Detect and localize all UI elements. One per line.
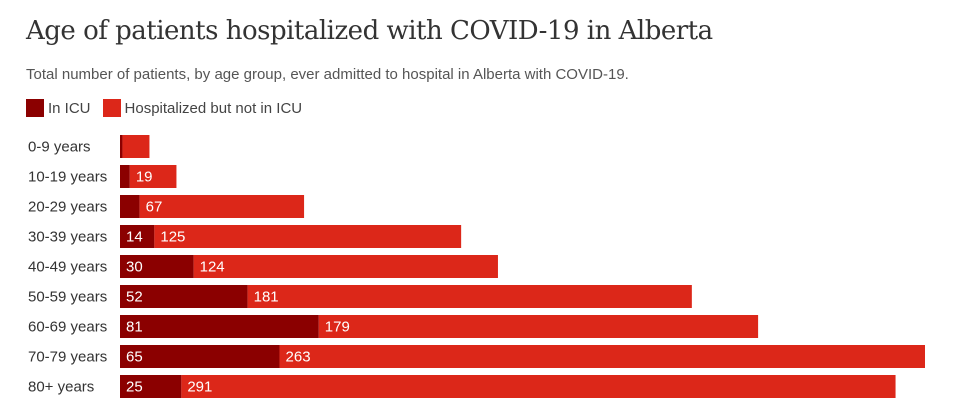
data-label-non-icu-80plus-years: 291	[187, 379, 212, 396]
bar-icu-0-9-years	[120, 135, 123, 158]
bar-icu-40-49-years	[120, 255, 194, 278]
bar-icu-60-69-years	[120, 315, 319, 338]
bar-icu-50-59-years	[120, 285, 248, 308]
data-label-icu-50-59-years: 52	[126, 289, 143, 306]
data-label-non-icu-30-39-years: 125	[160, 229, 185, 246]
category-label-0-9-years: 0-9 years	[28, 139, 91, 156]
data-label-icu-80plus-years: 25	[126, 379, 143, 396]
bar-non-icu-0-9-years	[122, 135, 150, 158]
category-label-30-39-years: 30-39 years	[28, 229, 107, 246]
data-label-non-icu-10-19-years: 19	[136, 169, 153, 186]
data-label-non-icu-50-59-years: 181	[254, 289, 279, 306]
data-label-icu-60-69-years: 81	[126, 319, 143, 336]
bar-non-icu-60-69-years	[318, 315, 759, 338]
legend-item-icu: In ICU	[26, 99, 91, 117]
bar-non-icu-80plus-years	[181, 375, 896, 398]
category-label-50-59-years: 50-59 years	[28, 289, 107, 306]
chart-subtitle: Total number of patients, by age group, …	[26, 66, 629, 83]
category-label-40-49-years: 40-49 years	[28, 259, 107, 276]
chart-title: Age of patients hospitalized with COVID-…	[26, 16, 713, 46]
bar-non-icu-70-79-years	[279, 345, 925, 368]
data-label-icu-30-39-years: 14	[126, 229, 143, 246]
bar-non-icu-30-39-years	[154, 225, 462, 248]
category-label-20-29-years: 20-29 years	[28, 199, 107, 216]
legend-label-icu: In ICU	[48, 99, 91, 117]
bar-non-icu-10-19-years	[129, 165, 177, 188]
bar-non-icu-50-59-years	[247, 285, 692, 308]
bar-icu-10-19-years	[120, 165, 130, 188]
category-label-70-79-years: 70-79 years	[28, 349, 107, 366]
category-label-60-69-years: 60-69 years	[28, 319, 107, 336]
legend: In ICU Hospitalized but not in ICU	[26, 99, 314, 117]
legend-label-non-icu: Hospitalized but not in ICU	[124, 99, 303, 117]
category-label-10-19-years: 10-19 years	[28, 169, 107, 186]
bar-icu-30-39-years	[120, 225, 155, 248]
bar-non-icu-20-29-years	[139, 195, 305, 218]
data-label-non-icu-20-29-years: 67	[146, 199, 163, 216]
legend-item-non-icu: Hospitalized but not in ICU	[102, 99, 303, 117]
data-label-non-icu-70-79-years: 263	[286, 349, 311, 366]
bar-icu-80plus-years	[120, 375, 182, 398]
bar-non-icu-40-49-years	[193, 255, 498, 278]
legend-swatch-icu	[26, 99, 44, 117]
legend-swatch-non-icu	[102, 99, 121, 117]
category-label-80plus-years: 80+ years	[28, 379, 94, 396]
bar-icu-70-79-years	[120, 345, 280, 368]
data-label-non-icu-40-49-years: 124	[200, 259, 225, 276]
data-label-icu-40-49-years: 30	[126, 259, 143, 276]
data-label-non-icu-60-69-years: 179	[325, 319, 350, 336]
bar-icu-20-29-years	[120, 195, 140, 218]
data-label-icu-70-79-years: 65	[126, 349, 143, 366]
